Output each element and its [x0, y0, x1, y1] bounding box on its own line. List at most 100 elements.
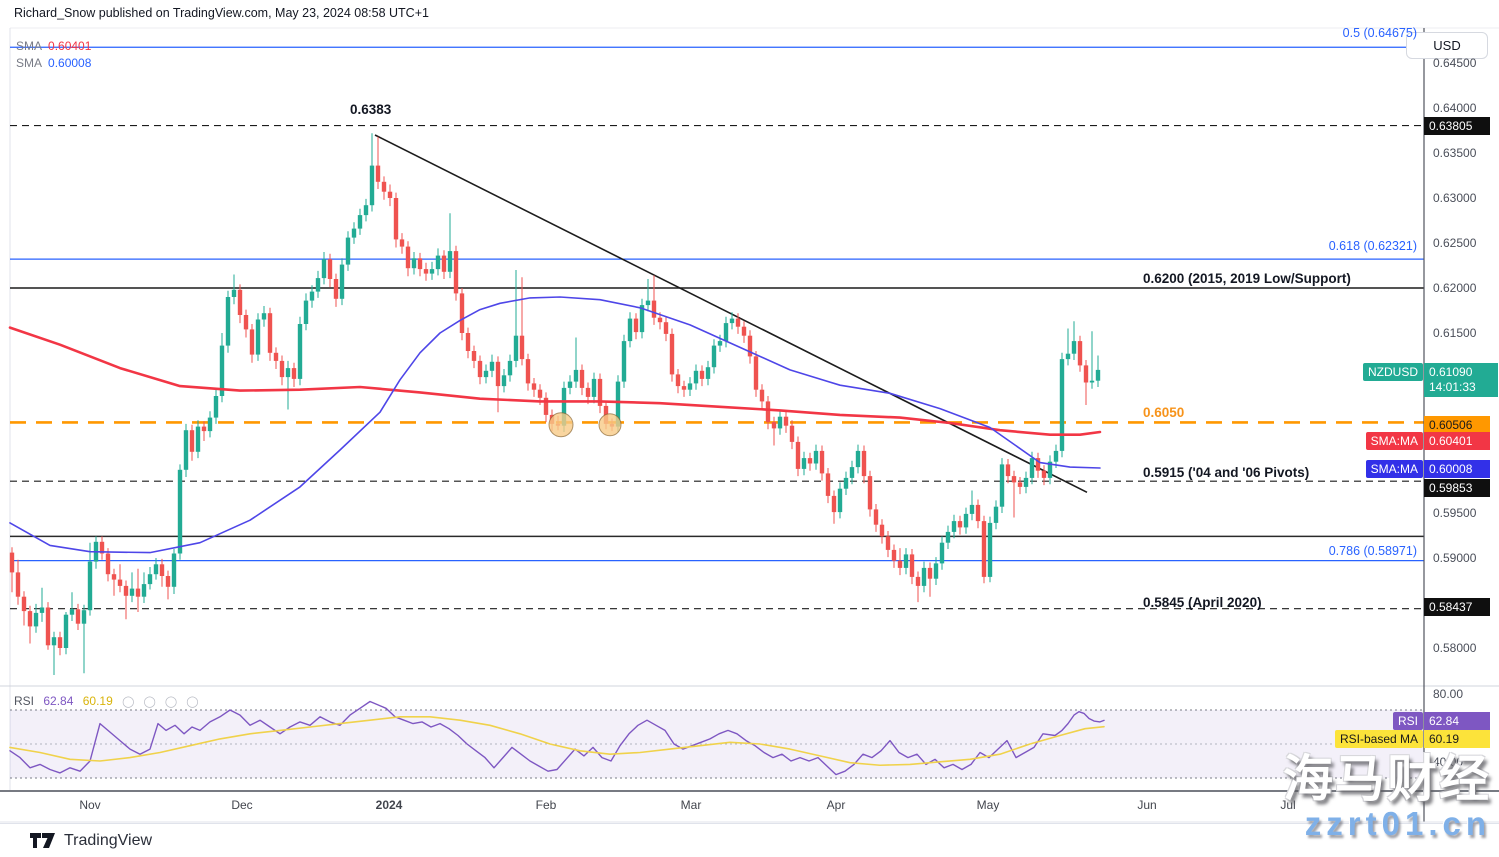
candle-body [513, 335, 519, 361]
candle-body [915, 576, 921, 586]
candle-body [1059, 359, 1065, 451]
candle-body [627, 318, 633, 342]
candle-body [735, 318, 741, 327]
series-label-badge: SMA:MA [1365, 432, 1423, 450]
candle-body [573, 369, 579, 382]
candle-body [873, 509, 879, 525]
candle-body [621, 341, 627, 382]
highlight-circle-1 [548, 412, 574, 438]
candle-body [879, 524, 885, 537]
candle-body [525, 359, 531, 384]
rsi-settings-icons[interactable]: ◯ ◯ ◯ ◯ [116, 696, 202, 708]
axis-price-label: 0.61500 [1433, 326, 1477, 340]
annotation-lvl-5915: 0.5915 ('04 and '06 Pivots) [1143, 465, 1310, 480]
candle-body [261, 313, 267, 320]
candle-body [465, 333, 471, 351]
candle-body [729, 318, 735, 324]
sma1-value: 0.60401 [48, 39, 92, 53]
tradingview-logo-icon[interactable] [30, 833, 56, 849]
candle-body [471, 351, 477, 361]
candle-body [747, 335, 753, 357]
time-axis-label-nov[interactable]: Nov [79, 798, 101, 812]
candle-body [339, 264, 345, 299]
candle-body [231, 289, 237, 297]
candle-body [693, 370, 699, 384]
time-axis-label-dec[interactable]: Dec [231, 798, 253, 812]
candle-body [819, 450, 825, 474]
candle-body [279, 360, 285, 378]
candle-body [849, 467, 855, 478]
candle-body [297, 324, 303, 379]
candle-body [189, 430, 195, 452]
rsi-legend[interactable]: RSI 62.84 60.19 ◯ ◯ ◯ ◯ [14, 694, 202, 708]
candle-body [657, 317, 663, 323]
time-axis-label-jul[interactable]: Jul [1280, 798, 1296, 812]
rsi-ma-line [9, 716, 1105, 767]
candle-body [669, 333, 675, 375]
time-axis-label-mar[interactable]: Mar [680, 798, 702, 812]
candle-body [87, 561, 93, 611]
candle-body [381, 181, 387, 192]
time-axis-label-apr[interactable]: Apr [826, 798, 846, 812]
axis-price-label: 0.59500 [1433, 506, 1477, 520]
candle-body [249, 329, 255, 355]
sma1-legend[interactable]: SMA 0.60401 [16, 39, 91, 53]
candle-body [1017, 482, 1023, 487]
series-label-badge: SMA:MA [1365, 460, 1423, 478]
candle-body [723, 323, 729, 342]
candle-body [789, 425, 795, 442]
time-axis-label-jun[interactable]: Jun [1137, 798, 1157, 812]
candle-body [387, 191, 393, 198]
candle-body [75, 609, 81, 624]
candle-body [333, 279, 339, 299]
candle-body [63, 614, 69, 648]
candle-body [687, 383, 693, 390]
axis-value-badge: 60.19 [1424, 730, 1490, 748]
candle-body [1083, 365, 1089, 383]
candle-body [993, 506, 999, 523]
currency-toggle-button[interactable]: USD [1406, 32, 1488, 59]
candle-body [393, 198, 399, 240]
annotation-lvl-5845: 0.5845 (April 2020) [1143, 595, 1262, 610]
candle-body [945, 531, 951, 543]
annotation-fib-05: 0.5 (0.64675) [1342, 26, 1417, 40]
candle-body [585, 387, 591, 397]
candle-body [411, 258, 417, 269]
sma1-label: SMA [16, 39, 43, 53]
candle-body [963, 513, 969, 528]
candle-body [1089, 380, 1095, 383]
candle-body [453, 251, 459, 294]
candle-body [969, 504, 975, 514]
candle-body [21, 596, 27, 612]
axis-price-label: 0.64000 [1433, 101, 1477, 115]
tradingview-logo-text[interactable]: TradingView [64, 832, 153, 849]
candle-body [651, 300, 657, 318]
annotation-lvl-605: 0.6050 [1143, 405, 1185, 420]
candle-body [195, 426, 201, 452]
axis-value-badge: 0.59853 [1424, 479, 1490, 497]
candle-body [987, 522, 993, 577]
candle-body [885, 536, 891, 550]
candle-body [1023, 477, 1029, 487]
time-axis-label-may[interactable]: May [976, 798, 1000, 812]
candle-body [1041, 470, 1047, 478]
time-axis-label-feb[interactable]: Feb [535, 798, 557, 812]
candle-body [597, 378, 603, 406]
candle-body [543, 397, 549, 415]
candle-body [159, 564, 165, 576]
candle-body [309, 291, 315, 301]
candle-body [183, 430, 189, 470]
candle-body [933, 563, 939, 579]
candle-body [69, 609, 75, 615]
candle-body [675, 374, 681, 387]
candle-body [285, 368, 291, 378]
axis-price-label: 0.63500 [1433, 146, 1477, 160]
footer-bar: TradingView [0, 823, 1499, 857]
candle-body [141, 584, 147, 597]
rsi-ma-value: 60.19 [82, 694, 113, 708]
time-axis-label-2024[interactable]: 2024 [375, 798, 403, 812]
candle-body [1011, 476, 1017, 483]
sma2-legend[interactable]: SMA 0.60008 [16, 56, 91, 70]
last-price: 0.61090 [1429, 365, 1473, 379]
